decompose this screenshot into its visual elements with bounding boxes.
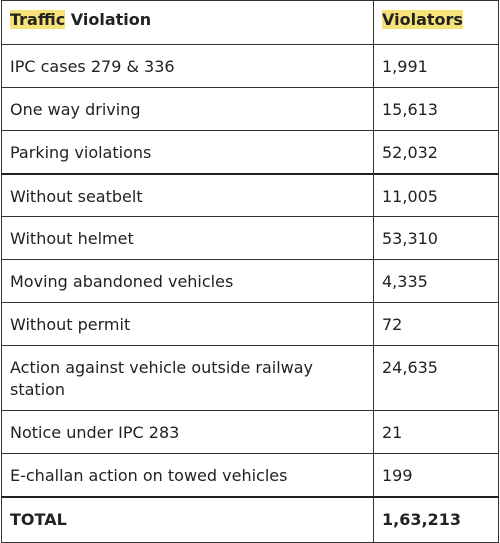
table-row: One way driving 15,613 <box>1 87 499 131</box>
table-row: Without permit 72 <box>1 302 499 346</box>
table-row: Parking violations 52,032 <box>1 130 499 175</box>
violators-cell: 72 <box>373 302 499 346</box>
violators-cell: 24,635 <box>373 345 499 411</box>
header-text: Violation <box>70 10 152 29</box>
table-row: E-challan action on towed vehicles 199 <box>1 453 499 497</box>
table-row: Notice under IPC 283 21 <box>1 410 499 454</box>
table-row: Moving abandoned vehicles 4,335 <box>1 259 499 303</box>
violators-cell: 15,613 <box>373 87 499 131</box>
violation-cell: TOTAL <box>1 495 374 543</box>
violators-cell: 1,991 <box>373 44 499 88</box>
table-row: TOTAL 1,63,213 <box>1 495 499 543</box>
violators-cell: 1,63,213 <box>373 495 499 543</box>
violators-cell: 11,005 <box>373 173 499 217</box>
violation-cell: Moving abandoned vehicles <box>1 259 374 303</box>
violation-cell: Without helmet <box>1 216 374 260</box>
header-cell: Violators <box>373 0 499 45</box>
highlighted-text: Traffic <box>10 10 66 29</box>
violation-cell: E-challan action on towed vehicles <box>1 453 374 497</box>
violation-cell: Parking violations <box>1 130 374 175</box>
table-row: Without helmet 53,310 <box>1 216 499 260</box>
violators-cell: 199 <box>373 453 499 497</box>
violators-cell: 53,310 <box>373 216 499 260</box>
violation-cell: One way driving <box>1 87 374 131</box>
table-row: Action against vehicle outside railway s… <box>1 345 499 411</box>
header-cell: Traffic Violation <box>1 0 374 45</box>
violators-cell: 21 <box>373 410 499 454</box>
highlighted-text: Violators <box>382 10 463 29</box>
violation-cell: Without permit <box>1 302 374 346</box>
table-row: IPC cases 279 & 336 1,991 <box>1 44 499 88</box>
violators-cell: 4,335 <box>373 259 499 303</box>
violation-cell: Without seatbelt <box>1 173 374 217</box>
violation-cell: Notice under IPC 283 <box>1 410 374 454</box>
violation-cell: IPC cases 279 & 336 <box>1 44 374 88</box>
violation-cell: Action against vehicle outside railway s… <box>1 345 374 411</box>
table-row: Without seatbelt 11,005 <box>1 173 499 217</box>
header-row: Traffic Violation Violators <box>1 0 499 45</box>
violators-cell: 52,032 <box>373 130 499 175</box>
